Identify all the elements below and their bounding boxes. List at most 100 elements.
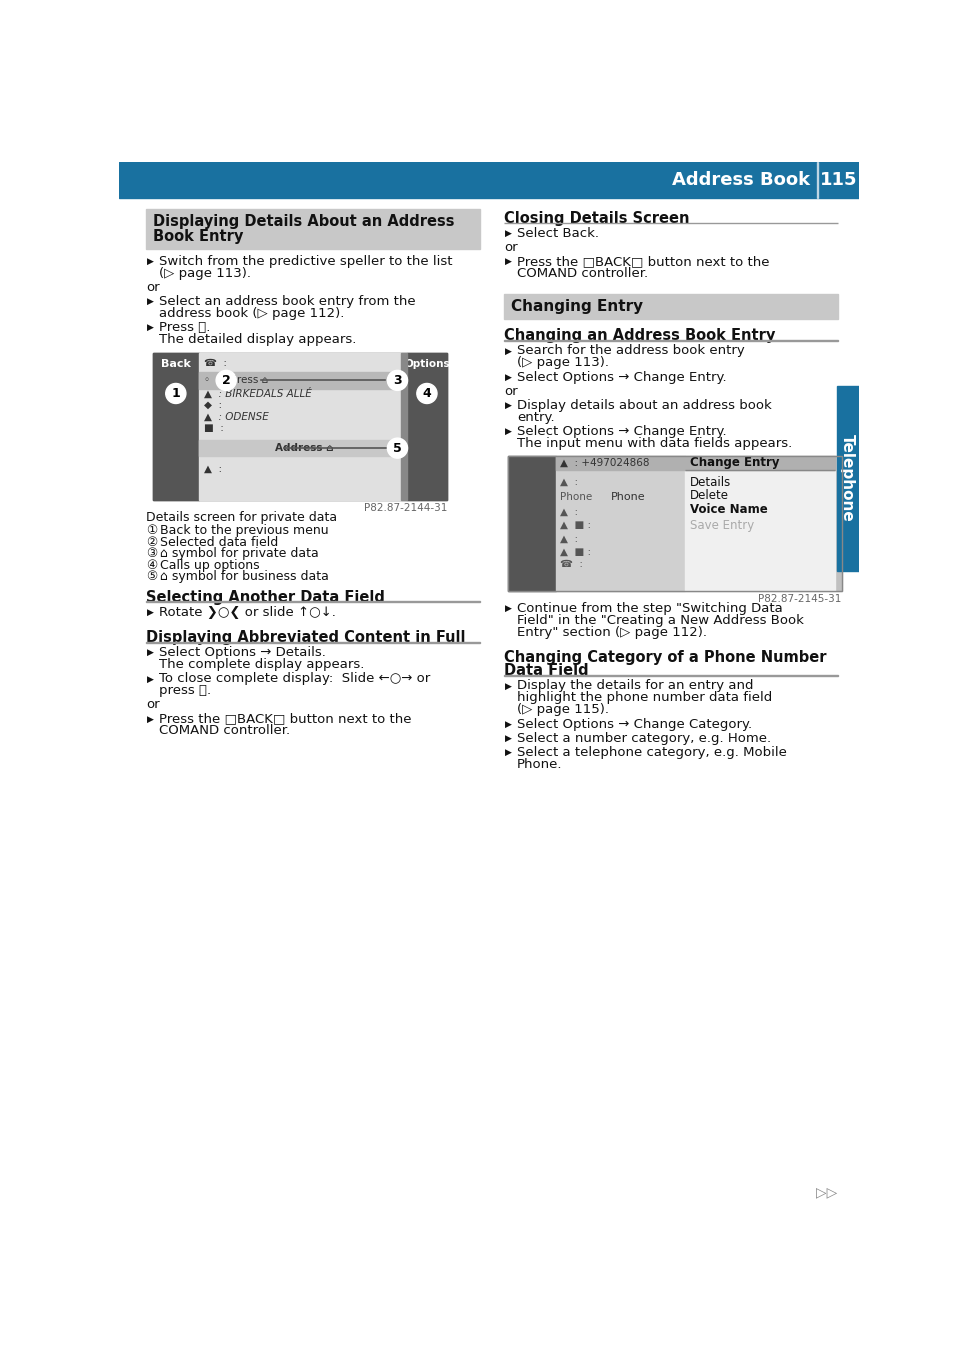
Bar <box>406 353 447 500</box>
Bar <box>400 353 406 500</box>
Bar <box>146 209 479 249</box>
Text: Phone.: Phone. <box>517 758 561 770</box>
Bar <box>508 456 841 590</box>
Text: Closing Details Screen: Closing Details Screen <box>504 211 689 226</box>
Text: To close complete display:  Slide ←○→ or: To close complete display: Slide ←○→ or <box>158 673 430 685</box>
Circle shape <box>166 383 186 403</box>
Text: Data Field: Data Field <box>504 663 588 678</box>
Text: ▶: ▶ <box>505 347 512 356</box>
Text: ☎  :: ☎ : <box>559 559 582 569</box>
Text: ▶: ▶ <box>147 324 153 332</box>
Text: ①: ① <box>146 524 157 538</box>
Text: ▲  ■ :: ▲ ■ : <box>559 546 591 556</box>
Text: The detailed display appears.: The detailed display appears. <box>158 333 355 345</box>
Text: Entry" section (▷ page 112).: Entry" section (▷ page 112). <box>517 626 706 639</box>
Text: Displaying Abbreviated Content in Full: Displaying Abbreviated Content in Full <box>146 630 465 646</box>
Text: Changing Category of a Phone Number: Changing Category of a Phone Number <box>504 650 826 665</box>
Text: ⌂ symbol for business data: ⌂ symbol for business data <box>160 570 329 584</box>
Text: Details: Details <box>689 475 730 489</box>
Text: Search for the address book entry: Search for the address book entry <box>517 344 743 357</box>
Text: ▲  : BIRKEDALS ALLÉ: ▲ : BIRKEDALS ALLÉ <box>204 387 311 399</box>
Text: address book (▷ page 112).: address book (▷ page 112). <box>158 307 344 320</box>
Text: press ⓢ.: press ⓢ. <box>158 684 211 697</box>
Text: entry.: entry. <box>517 410 554 424</box>
Text: ▶: ▶ <box>147 257 153 265</box>
Bar <box>119 162 858 198</box>
Text: Calls up options: Calls up options <box>160 559 259 571</box>
Text: Select a number category, e.g. Home.: Select a number category, e.g. Home. <box>517 731 770 745</box>
Bar <box>504 294 837 320</box>
Text: Options: Options <box>404 359 449 370</box>
Text: (▷ page 115).: (▷ page 115). <box>517 703 608 716</box>
Text: Press ⓢ.: Press ⓢ. <box>158 321 210 334</box>
Text: ⑤: ⑤ <box>146 570 157 584</box>
Text: 115: 115 <box>819 171 857 190</box>
Text: COMAND controller.: COMAND controller. <box>158 724 290 738</box>
Bar <box>508 456 556 590</box>
Text: ▲  : ODENSE: ▲ : ODENSE <box>204 412 268 421</box>
Bar <box>199 372 400 389</box>
Text: The complete display appears.: The complete display appears. <box>158 658 364 672</box>
Text: ▶: ▶ <box>505 604 512 613</box>
Text: Select Options → Change Category.: Select Options → Change Category. <box>517 718 751 731</box>
Text: ▶: ▶ <box>505 681 512 691</box>
Text: ▶: ▶ <box>147 674 153 684</box>
Text: 5: 5 <box>393 441 401 455</box>
Bar <box>556 456 684 470</box>
Text: Selected data field: Selected data field <box>160 536 278 548</box>
Bar <box>152 353 199 500</box>
Text: Selecting Another Data Field: Selecting Another Data Field <box>146 590 385 605</box>
Bar <box>684 456 835 470</box>
Text: Address ⌂: Address ⌂ <box>274 443 334 454</box>
Bar <box>199 440 400 456</box>
Text: ▶: ▶ <box>505 229 512 238</box>
Text: Continue from the step "Switching Data: Continue from the step "Switching Data <box>517 603 781 615</box>
Bar <box>816 162 817 198</box>
Text: Select Options → Change Entry.: Select Options → Change Entry. <box>517 425 725 437</box>
Text: ▷▷: ▷▷ <box>815 1186 836 1200</box>
Bar <box>836 386 858 570</box>
Bar <box>508 456 841 590</box>
Text: Select an address book entry from the: Select an address book entry from the <box>158 295 415 307</box>
Text: Display details about an address book: Display details about an address book <box>517 399 771 412</box>
Text: ◦  Address ⌂: ◦ Address ⌂ <box>204 375 268 386</box>
Text: ◆  :: ◆ : <box>204 399 222 410</box>
Text: ▲  : +497024868: ▲ : +497024868 <box>559 458 649 467</box>
Text: ▶: ▶ <box>147 608 153 617</box>
Text: ☎  :: ☎ : <box>204 359 227 368</box>
Text: ⌂ symbol for private data: ⌂ symbol for private data <box>160 547 318 561</box>
Text: Back to the previous menu: Back to the previous menu <box>160 524 329 538</box>
Text: ▶: ▶ <box>505 719 512 728</box>
Text: or: or <box>504 241 517 255</box>
Text: or: or <box>146 280 160 294</box>
Text: Rotate ❯○❮ or slide ↑○↓.: Rotate ❯○❮ or slide ↑○↓. <box>158 605 335 619</box>
Text: Details screen for private data: Details screen for private data <box>146 510 337 524</box>
Text: 4: 4 <box>422 387 431 399</box>
Text: Voice Name: Voice Name <box>689 504 766 516</box>
Bar <box>684 456 835 590</box>
Text: Displaying Details About an Address: Displaying Details About an Address <box>153 214 455 229</box>
Text: ▲  :: ▲ : <box>559 506 578 516</box>
Bar <box>199 353 400 500</box>
Circle shape <box>387 439 407 458</box>
Text: P82.87-2145-31: P82.87-2145-31 <box>758 593 841 604</box>
Text: 2: 2 <box>222 374 231 387</box>
Text: ▶: ▶ <box>147 715 153 723</box>
Text: ▶: ▶ <box>147 649 153 657</box>
Bar <box>152 353 447 500</box>
Text: The input menu with data fields appears.: The input menu with data fields appears. <box>517 437 791 450</box>
Text: Field" in the "Creating a New Address Book: Field" in the "Creating a New Address Bo… <box>517 613 802 627</box>
Text: Address Book: Address Book <box>672 171 810 190</box>
Text: (▷ page 113).: (▷ page 113). <box>517 356 608 370</box>
Text: ③: ③ <box>146 547 157 561</box>
Text: 1: 1 <box>172 387 180 399</box>
Text: Phone: Phone <box>611 492 645 502</box>
Text: Save Entry: Save Entry <box>689 519 753 532</box>
Text: ▲  ■ :: ▲ ■ : <box>559 520 591 531</box>
Circle shape <box>416 383 436 403</box>
Text: ▲  :: ▲ : <box>559 477 578 487</box>
Text: ▶: ▶ <box>505 747 512 757</box>
Text: ▶: ▶ <box>505 257 512 267</box>
Circle shape <box>387 371 407 390</box>
Text: Book Entry: Book Entry <box>153 229 243 244</box>
